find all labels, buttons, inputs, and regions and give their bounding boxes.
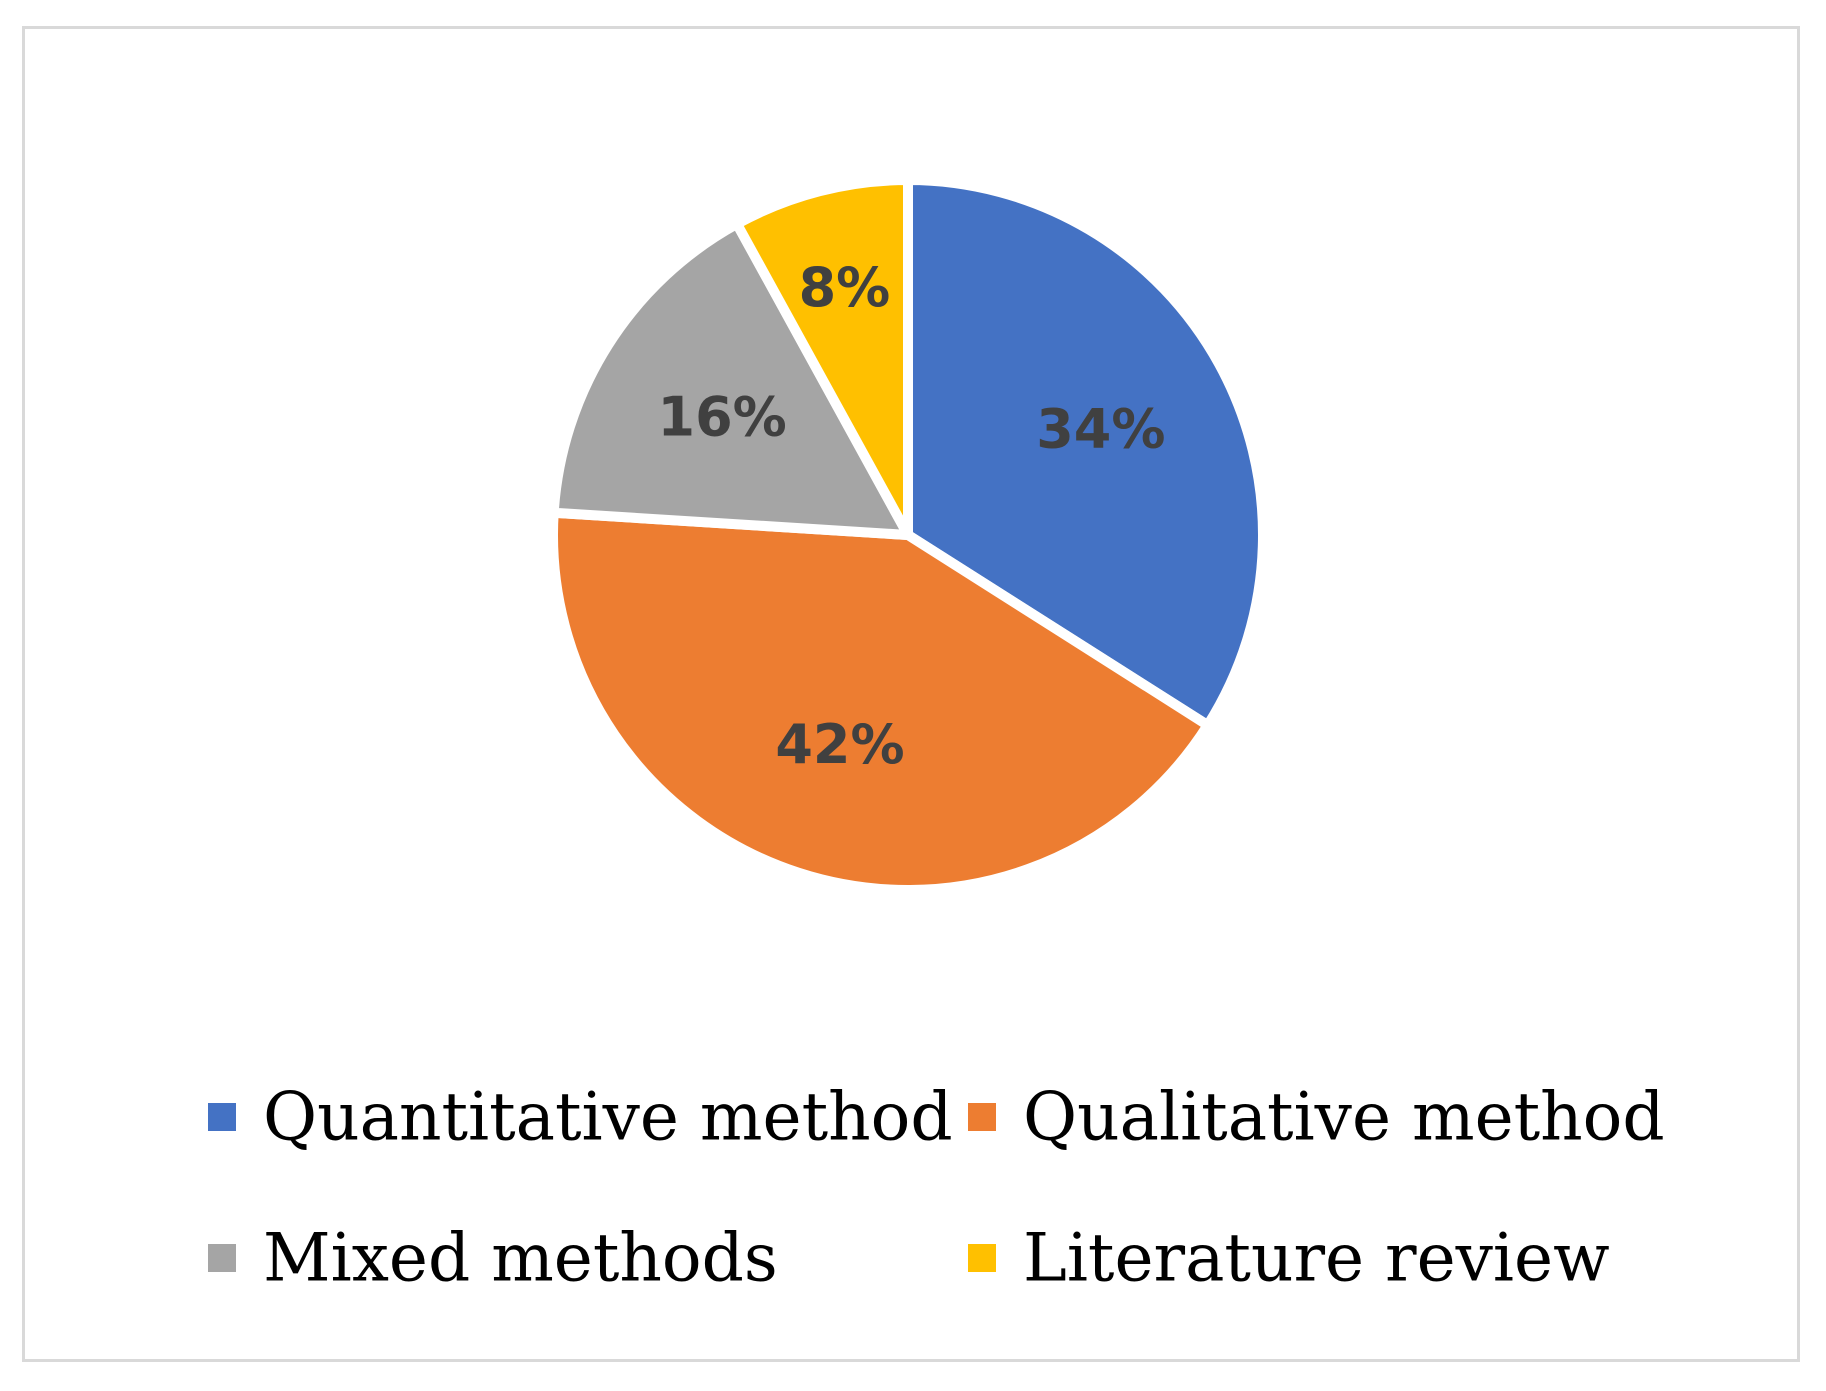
- data-label-literature-review: 8%: [799, 256, 891, 319]
- legend-label: Mixed methods: [263, 1220, 778, 1297]
- legend-item-qualitative-method: Qualitative method: [968, 1079, 1665, 1156]
- legend-item-literature-review: Literature review: [968, 1220, 1610, 1297]
- data-label-mixed-methods: 16%: [658, 386, 787, 449]
- legend-swatch: [968, 1103, 996, 1131]
- legend-item-quantitative-method: Quantitative method: [208, 1079, 953, 1156]
- legend-label: Quantitative method: [263, 1079, 953, 1156]
- data-label-quantitative-method: 34%: [1036, 397, 1165, 460]
- legend: Quantitative method Qualitative method Mix…: [208, 1079, 1665, 1297]
- legend-swatch: [208, 1244, 236, 1272]
- legend-swatch: [968, 1244, 996, 1272]
- pie-slice-qualitative-method: [548, 507, 1213, 895]
- pie-slices: [548, 175, 1269, 895]
- legend-swatch: [208, 1103, 236, 1131]
- data-label-qualitative-method: 42%: [775, 713, 904, 776]
- pie-data-labels: 34% 42% 16% 8%: [658, 256, 1166, 776]
- pie-slice-literature-review: [731, 175, 913, 540]
- legend-label: Qualitative method: [1023, 1079, 1665, 1156]
- legend-label: Literature review: [1023, 1220, 1610, 1297]
- pie-slice-mixed-methods: [548, 218, 913, 540]
- legend-item-mixed-methods: Mixed methods: [208, 1220, 778, 1297]
